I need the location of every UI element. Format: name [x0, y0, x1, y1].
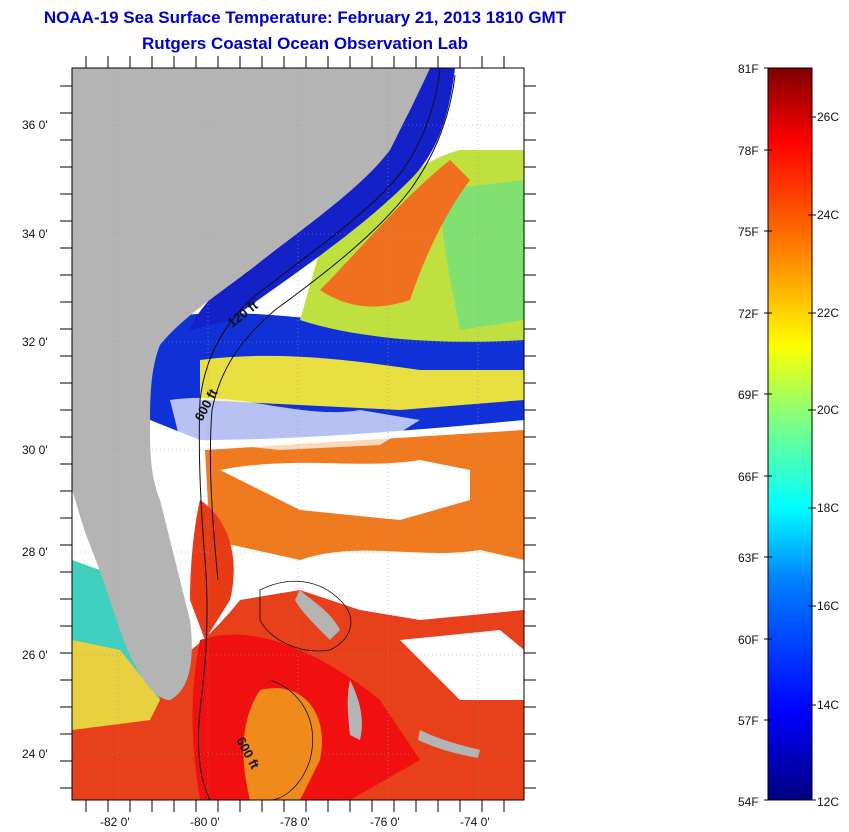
colorbar-c-label: 24C [817, 208, 839, 222]
lat-label: 28 0' [22, 545, 48, 559]
map-ticks [60, 56, 536, 812]
colorbar-f-label: 69F [738, 388, 759, 402]
colorbar-f-label: 78F [738, 144, 759, 158]
colorbar-c-label: 16C [817, 599, 839, 613]
colorbar: 81F 78F 75F 72F 69F 66F 63F 60F 57F 54F … [738, 62, 839, 809]
colorbar-f-label: 60F [738, 633, 759, 647]
latitude-labels: 36 0' 34 0' 32 0' 30 0' 28 0' 26 0' 24 0… [22, 118, 48, 761]
lat-label: 24 0' [22, 747, 48, 761]
sst-gulf-stream [320, 160, 470, 307]
colorbar-c-label: 20C [817, 403, 839, 417]
sst-yellow-band [200, 355, 524, 410]
map-frame [71, 67, 525, 801]
lat-label: 32 0' [22, 335, 48, 349]
map-panel: 120 ft 600 ft 600 ft [72, 68, 524, 800]
cloud-mask-1 [220, 460, 470, 520]
colorbar-c-label: 22C [817, 306, 839, 320]
graticule [72, 68, 524, 800]
sst-gulf-yellow [72, 640, 160, 730]
cloud-cold-band [170, 397, 420, 450]
contour-line-120ft [198, 69, 441, 800]
land-bahamas-1 [295, 590, 340, 640]
colorbar-f-label: 72F [738, 307, 759, 321]
land-bahamas-3 [418, 730, 480, 758]
colorbar-f-label: 66F [738, 470, 759, 484]
lon-label: -80 0' [190, 815, 220, 829]
contour-line-bahamas [259, 580, 352, 800]
colorbar-f-label: 75F [738, 225, 759, 239]
colorbar-f-label: 81F [738, 62, 759, 76]
colorbar-f-label: 54F [738, 795, 759, 809]
colorbar-ticks [764, 67, 816, 801]
lon-label: -78 0' [280, 815, 310, 829]
sst-orange-south [243, 688, 322, 800]
colorbar-c-label: 18C [817, 501, 839, 515]
sst-red-central [190, 500, 234, 640]
cloud-mask-2 [300, 550, 524, 610]
longitude-labels: -82 0' -80 0' -78 0' -76 0' -74 0' [100, 815, 490, 829]
lon-label: -76 0' [370, 815, 400, 829]
land-southeast-us [72, 68, 430, 700]
lon-label: -82 0' [100, 815, 130, 829]
lat-label: 36 0' [22, 118, 48, 132]
colorbar-f-label: 57F [738, 714, 759, 728]
land-bahamas-2 [347, 680, 362, 740]
lat-label: 30 0' [22, 443, 48, 457]
map-subtitle: Rutgers Coastal Ocean Observation Lab [142, 34, 468, 53]
cloud-mask-3 [400, 630, 524, 700]
colorbar-f-label: 63F [738, 551, 759, 565]
colorbar-c-label: 14C [817, 698, 839, 712]
colorbar-gradient [767, 67, 813, 801]
sst-green-east [440, 180, 524, 330]
lon-label: -74 0' [460, 815, 490, 829]
map-title: NOAA-19 Sea Surface Temperature: Februar… [43, 8, 567, 27]
colorbar-c-label: 26C [817, 110, 839, 124]
lat-label: 34 0' [22, 227, 48, 241]
colorbar-c-label: 12C [817, 795, 839, 809]
contour-line-600ft [209, 74, 456, 581]
lat-label: 26 0' [22, 648, 48, 662]
